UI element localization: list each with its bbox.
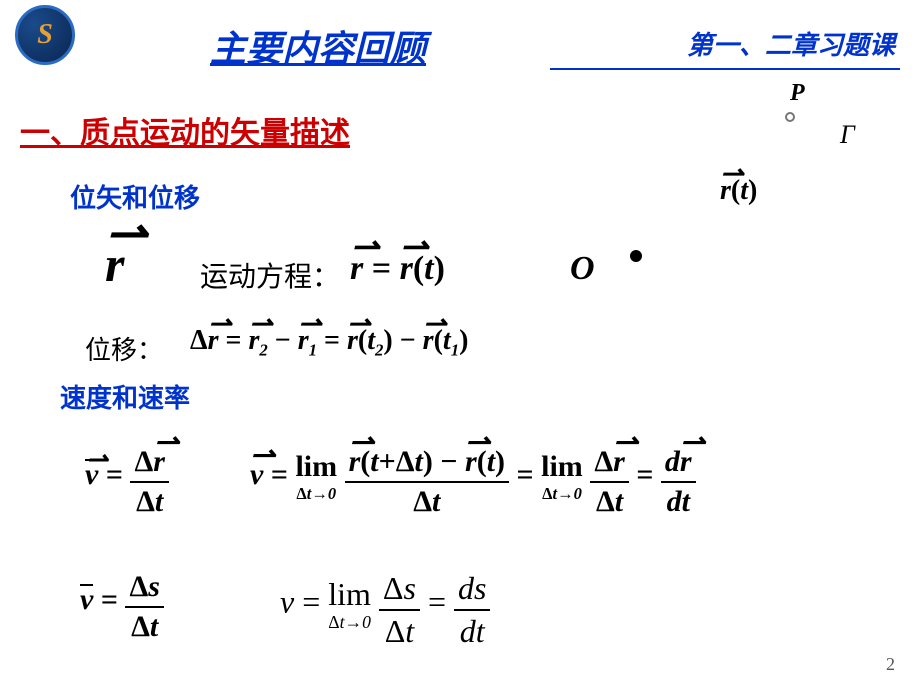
section-1-title: 一、质点运动的矢量描述: [20, 108, 350, 152]
page-number: 2: [886, 654, 895, 675]
displacement-equation: Δr = r2 − r1 = r(t2) − r(t1): [190, 325, 468, 361]
main-title: 主要内容回顾: [210, 20, 426, 72]
motion-eq-label: 运动方程：: [200, 255, 340, 295]
displacement-label: 位移：: [85, 330, 163, 367]
sub-title: 第一、二章习题课: [687, 25, 895, 62]
r-of-t-label: r(t): [720, 175, 757, 207]
logo-circle: S: [15, 5, 75, 65]
subsection-velocity: 速度和速率: [60, 378, 190, 415]
point-p-dot: [785, 112, 795, 122]
r-vector-symbol: r: [105, 235, 124, 293]
point-p-label: P: [790, 80, 805, 107]
origin-dot: [630, 250, 642, 262]
title-underline: [550, 68, 900, 70]
origin-label: O: [570, 250, 595, 288]
logo-letter: S: [37, 19, 53, 51]
avg-speed-scalar-eq: v = Δs Δt: [80, 565, 164, 639]
inst-speed-scalar-eq: v = limΔt→0 Δs Δt = ds dt: [280, 565, 490, 645]
university-logo: S: [5, 5, 100, 70]
inst-velocity-vector-eq: v = limΔt→0 r(t+Δt) − r(t) Δt = limΔt→0 …: [250, 440, 696, 514]
avg-velocity-vector-eq: ⇀v = Δr Δt: [85, 440, 169, 514]
curve-gamma: Γ: [840, 120, 855, 150]
motion-equation: r = r(t): [350, 250, 445, 288]
